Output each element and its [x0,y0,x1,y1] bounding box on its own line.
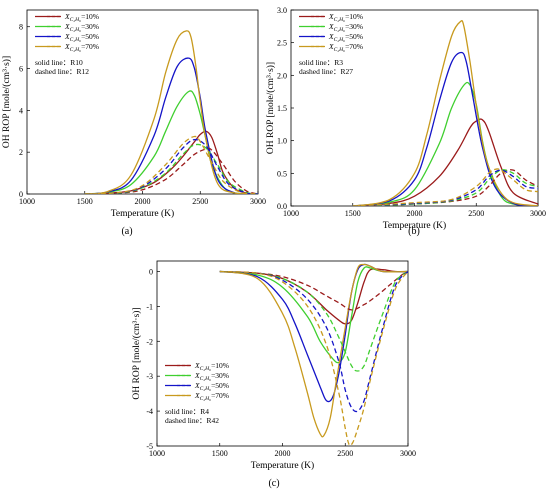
x-axis-label: Temperature (K) [383,220,446,231]
series-line-dashed-70pct [219,270,408,446]
x-tick-label: 2000 [407,209,423,218]
y-tick-label: 4 [19,106,23,115]
series-line-dashed-10pct [219,270,408,311]
y-tick-label: 2.5 [277,39,287,48]
legend-label: XC₂H₆=70% [194,391,229,402]
legend-label: XC₂H₆=10% [64,12,99,23]
series-line-solid-30pct [219,266,408,364]
series-line-dashed-10pct [84,147,258,194]
series-line-solid-10pct [84,130,258,194]
series-line-solid-30pct [84,90,258,194]
x-tick-label: 1000 [149,449,165,458]
y-tick-label: -3 [146,372,153,381]
y-tick-label: -5 [146,442,153,451]
series-group [352,20,538,206]
legend-label: XC₂H₆=10% [194,361,229,372]
legend-label: XC₂H₆=30% [64,22,99,33]
x-tick-label: 1000 [19,197,35,206]
legend-label: XC₂H₆=10% [328,12,363,23]
series-line-solid-50pct [352,51,538,206]
x-axis-label: Temperature (K) [111,208,174,219]
legend: XC₂H₆=10%XC₂H₆=30%XC₂H₆=50%XC₂H₆=70% soli… [165,361,229,425]
y-tick-label: 0 [19,190,23,199]
y-tick-label: -4 [146,407,153,416]
series-line-solid-10pct [352,118,538,206]
legend-label: XC₂H₆=50% [64,32,99,43]
y-axis-label: OH ROP [mole/(cm³·s)] [131,307,142,399]
chart-panel-c: 1000 1500 2000 2500 3000 -5 -4 -3 -2 -1 0 Temperatu… [131,260,416,489]
x-tick-label: 2000 [275,449,291,458]
legend-label: XC₂H₆=50% [194,381,229,392]
y-tick-label: 3.0 [277,6,287,15]
series-line-dashed-50pct [219,270,408,413]
x-tick-label: 2500 [468,209,484,218]
y-tick-label: 0 [149,267,153,276]
y-tick-label: 2 [19,148,23,157]
y-axis-label: OH ROP [mole/(cm³·s)] [265,62,276,154]
line-style-note: dashed line：R42 [165,416,219,425]
chart-panel-a: 1000 1500 2000 2500 3000 0 2 4 6 8 Temperature (K)… [1,9,266,237]
x-tick-label: 3000 [530,209,546,218]
y-tick-label: 2.0 [277,71,287,80]
x-tick-label: 3000 [250,197,266,206]
line-style-note: dashed line：R12 [35,67,89,76]
x-tick-label: 2500 [192,197,208,206]
line-style-note: solid line：R4 [165,407,209,416]
legend-label: XC₂H₆=50% [328,32,363,43]
series-line-dashed-30pct [219,270,408,372]
plot-frame [26,9,259,195]
legend-label: XC₂H₆=70% [328,42,363,53]
chart-panel-b: 1000 1500 2000 2500 3000 0.0 0.5 1.0 1.5 2.0 2.5 3.… [265,6,546,237]
series-line-dashed-70pct [84,135,258,194]
x-tick-label: 2000 [135,197,151,206]
panel-label-c: (c) [268,478,279,489]
line-style-note: solid line：R10 [35,58,83,67]
x-tick-label: 1000 [283,209,299,218]
panel-label-a: (a) [121,226,132,237]
line-style-note: dashed line：R27 [299,67,353,76]
series-group [84,30,258,194]
y-tick-label: -2 [146,337,153,346]
x-tick-label: 2500 [337,449,353,458]
y-tick-label: -1 [146,302,153,311]
y-tick-label: 0.5 [277,169,287,178]
series-line-solid-50pct [84,57,258,194]
y-tick-label: 0.0 [277,202,287,211]
y-tick-label: 8 [19,23,23,32]
series-line-solid-70pct [219,263,408,438]
series-line-solid-70pct [84,30,258,194]
legend-label: XC₂H₆=70% [64,42,99,53]
series-group [219,263,408,446]
legend: XC₂H₆=10%XC₂H₆=30%XC₂H₆=50%XC₂H₆=70% soli… [299,12,363,76]
legend: XC₂H₆=10%XC₂H₆=30%XC₂H₆=50%XC₂H₆=70% soli… [35,12,99,76]
line-style-note: solid line：R3 [299,58,343,67]
series-line-dashed-70pct [352,168,538,206]
x-tick-label: 1500 [77,197,93,206]
x-axis-label: Temperature (K) [251,460,314,471]
y-axis-label: OH ROP [mole/(cm³·s)] [1,56,12,148]
x-tick-label: 1500 [345,209,361,218]
series-line-solid-70pct [352,20,538,206]
x-tick-label: 1500 [212,449,228,458]
series-line-solid-50pct [219,263,408,403]
x-tick-label: 3000 [400,449,416,458]
series-line-solid-30pct [352,81,538,206]
y-tick-label: 6 [19,65,23,74]
legend-label: XC₂H₆=30% [328,22,363,33]
legend-label: XC₂H₆=30% [194,371,229,382]
panel-label-b: (b) [408,226,420,237]
y-tick-label: 1.0 [277,137,287,146]
series-line-solid-10pct [219,268,408,325]
y-tick-label: 1.5 [277,104,287,113]
